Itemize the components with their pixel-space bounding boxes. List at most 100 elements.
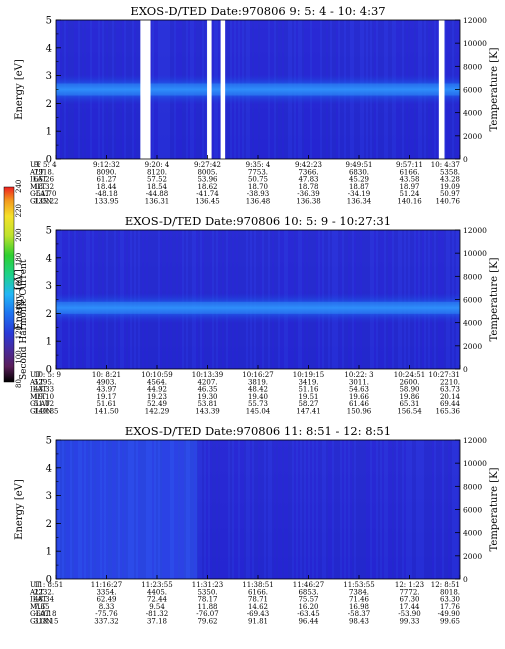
y-tick-label: 1 — [46, 547, 52, 558]
spectrogram-column — [232, 440, 234, 579]
spectrogram-column — [272, 440, 274, 579]
spectrogram-column — [396, 440, 398, 579]
ephemeris-value: 2600. — [399, 378, 419, 386]
ephemeris-value: 46.35 — [197, 386, 217, 394]
ephemeris-value: 16.98 — [349, 603, 369, 611]
energy-band — [56, 74, 460, 105]
ephemeris-value: 147.41 — [296, 408, 321, 416]
panel-title: EXOS-D/TED Date:970806 10: 5: 9 - 10:27:… — [125, 214, 391, 228]
y2-tick-label: 4000 — [463, 529, 482, 538]
y2-axis-label: Temperature [K] — [489, 467, 500, 551]
ephemeris-row-label: UT — [30, 371, 41, 379]
spectrogram-column — [252, 440, 254, 579]
ephemeris-value: 8005. — [197, 168, 217, 176]
ephemeris-value: -48.18 — [95, 190, 117, 198]
spectrogram-column — [174, 440, 176, 579]
y2-tick-label: 2000 — [463, 132, 482, 141]
spectrogram-column — [314, 440, 316, 579]
ephemeris-value: 11.88 — [197, 603, 217, 611]
ephemeris-value: 18.62 — [197, 183, 217, 191]
ephemeris-value: 55.73 — [248, 400, 268, 408]
ephemeris-value: -75.76 — [95, 610, 118, 618]
spectrogram-column — [286, 440, 288, 579]
spectrogram-column — [330, 440, 332, 579]
spectrogram-column — [142, 440, 144, 579]
spectrogram-column — [302, 440, 304, 579]
ephemeris-value: 4903. — [96, 378, 116, 386]
spectrogram-column — [324, 440, 326, 579]
spectrogram-column — [284, 440, 286, 579]
ephemeris-value: 96.44 — [298, 618, 319, 626]
ephemeris-row-label: GLON — [30, 198, 52, 206]
ephemeris-value: 43.33 — [34, 386, 54, 394]
ephemeris-value: 75.57 — [298, 596, 318, 604]
spectrogram-column — [128, 440, 130, 579]
spectrogram-column — [346, 440, 348, 579]
ephemeris-value: 47.83 — [298, 176, 318, 184]
spectrogram-column — [218, 440, 220, 579]
spectrogram-column — [256, 440, 258, 579]
spectrogram-column — [230, 440, 232, 579]
spectrogram-column — [186, 440, 188, 579]
ephemeris-value: 318.15 — [34, 618, 59, 626]
ephemeris-row-label: GLON — [30, 408, 52, 416]
spectrogram-column — [134, 440, 136, 579]
spectrogram-column — [172, 440, 174, 579]
ephemeris-value: 69.44 — [440, 400, 461, 408]
ephemeris-value: 3819. — [248, 378, 268, 386]
y-tick-label: 0 — [46, 155, 52, 166]
y-axis-label: Energy [eV] — [14, 59, 25, 120]
ephemeris-value: 9:57:11 — [396, 161, 423, 169]
spectrogram-column — [282, 440, 284, 579]
ephemeris-value: 4405. — [147, 588, 167, 596]
spectrogram-column — [368, 440, 370, 579]
ephemeris-value: 7.65 — [34, 603, 50, 611]
y2-axis-label: Temperature [K] — [489, 257, 500, 341]
spectrogram-column — [78, 440, 80, 579]
spectrogram-column — [278, 440, 280, 579]
ephemeris-value: 17.44 — [399, 603, 420, 611]
ephemeris-value: 4564. — [147, 378, 167, 386]
spectrogram-column — [106, 440, 108, 579]
ephemeris-value: 50.97 — [440, 190, 460, 198]
spectrogram-column — [110, 440, 112, 579]
spectrogram-column — [402, 440, 404, 579]
ephemeris-value: 71.46 — [349, 596, 370, 604]
spectrogram-column — [320, 440, 322, 579]
spectrogram-column — [86, 440, 88, 579]
spectrogram-panel-2: EXOS-D/TED Date:970806 10: 5: 9 - 10:27:… — [14, 214, 500, 416]
ephemeris-value: 135.22 — [34, 198, 59, 206]
spectrogram-column — [202, 440, 204, 579]
spectrogram-column — [426, 440, 428, 579]
ephemeris-value: 11:23:55 — [141, 581, 172, 589]
spectrogram-column — [442, 440, 444, 579]
ephemeris-value: 51.02 — [34, 400, 54, 408]
spectrogram-column — [92, 440, 94, 579]
spectrogram-column — [440, 440, 442, 579]
spectrogram-column — [372, 440, 374, 579]
spectrogram-column — [242, 440, 244, 579]
ephemeris-value: -60.18 — [34, 610, 56, 618]
ephemeris-value: 43.28 — [440, 176, 460, 184]
ephemeris-row-label: GLAT — [30, 610, 50, 618]
spectrogram-column — [160, 440, 162, 579]
spectrogram-column — [178, 440, 180, 579]
spectrogram-column — [104, 440, 106, 579]
spectrogram-column — [448, 440, 450, 579]
spectrogram-column — [72, 440, 74, 579]
ephemeris-row-label: ILAT — [30, 596, 47, 604]
ephemeris-value: -34.19 — [348, 190, 370, 198]
spectrogram-column — [276, 440, 278, 579]
y-tick-label: 4 — [46, 253, 52, 264]
ephemeris-value: 12: 8:51 — [431, 581, 460, 589]
ephemeris-value: 10: 4:37 — [431, 161, 460, 169]
spectrogram-column — [84, 440, 86, 579]
y2-axis-label: Temperature [K] — [489, 47, 500, 131]
ephemeris-value: 63.30 — [440, 596, 460, 604]
ephemeris-value: 9:35: 4 — [246, 161, 271, 169]
spectrogram-column — [192, 440, 194, 579]
spectrogram-column — [382, 440, 384, 579]
spectrogram-column — [154, 440, 156, 579]
spectrogram-column — [62, 440, 64, 579]
y-axis-label: Energy [eV] — [14, 479, 25, 540]
